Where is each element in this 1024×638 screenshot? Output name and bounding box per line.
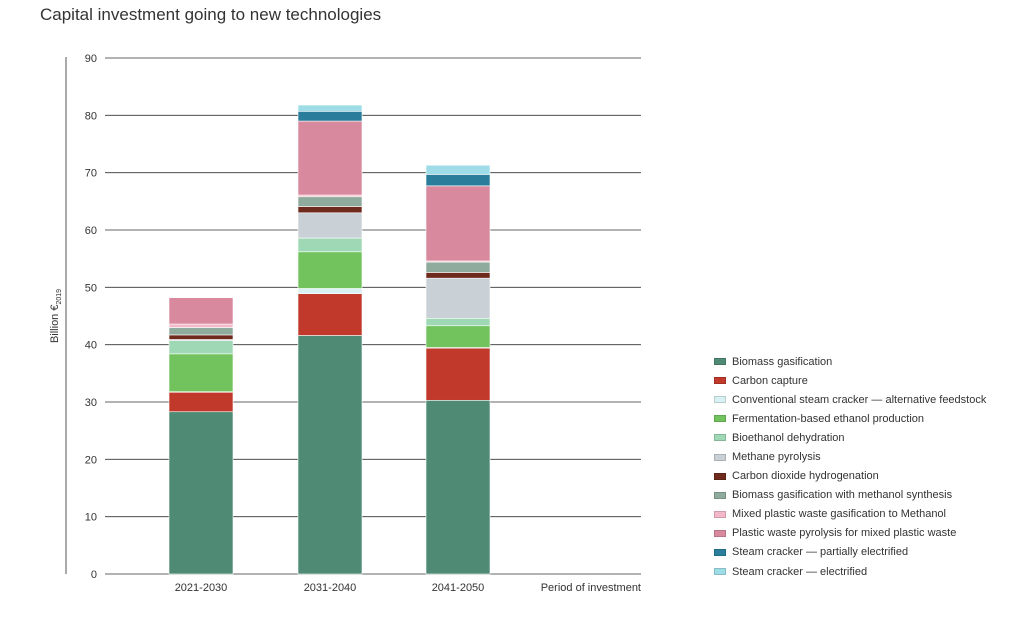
bar-segment-2041-2050-4 xyxy=(425,317,491,327)
y-tick-label: 20 xyxy=(85,454,97,466)
x-tick-label: 2041-2050 xyxy=(432,582,485,594)
bar-segment-2021-2030-8 xyxy=(168,323,234,328)
legend-label: Carbon capture xyxy=(732,374,808,387)
legend-label: Fermentation-based ethanol production xyxy=(732,412,925,425)
x-axis-label: Period of investment xyxy=(541,582,641,594)
legend-swatch xyxy=(714,415,726,423)
legend-swatch xyxy=(714,491,726,499)
legend-label: Steam cracker — partially electrified xyxy=(732,546,909,559)
legend-label: Biomass gasification with methanol synth… xyxy=(732,489,953,502)
legend-label: Bioethanol dehydration xyxy=(732,431,845,444)
bar-segment-2031-2040-1 xyxy=(297,293,363,336)
bar-segment-2031-2040-2 xyxy=(297,288,363,294)
legend-swatch xyxy=(714,453,726,461)
x-tick-label: 2031-2040 xyxy=(304,582,357,594)
y-tick-label: 40 xyxy=(85,340,97,352)
bar-segment-2031-2040-7 xyxy=(297,196,363,207)
bar-segment-2031-2040-6 xyxy=(297,206,363,214)
bar-segment-2041-2050-1 xyxy=(425,347,491,401)
legend-item: Mixed plastic waste gasification to Meth… xyxy=(714,505,986,524)
legend-swatch xyxy=(714,396,726,404)
legend-label: Conventional steam cracker — alternative… xyxy=(732,393,987,406)
bar-segment-2021-2030-4 xyxy=(168,340,234,355)
legend-label: Mixed plastic waste gasification to Meth… xyxy=(732,508,946,521)
bar-segment-2041-2050-9 xyxy=(425,185,491,262)
legend-item: Biomass gasification with methanol synth… xyxy=(714,486,986,505)
y-tick-label: 90 xyxy=(85,53,97,65)
legend-label: Carbon dioxide hydrogenation xyxy=(732,470,879,483)
bar-segment-2021-2030-9 xyxy=(168,297,234,325)
legend-swatch xyxy=(714,358,726,366)
y-tick-label: 30 xyxy=(85,397,97,409)
gridlines xyxy=(105,57,641,575)
bar-segment-2021-2030-0 xyxy=(168,411,234,575)
bar-segment-2041-2050-6 xyxy=(425,272,491,279)
bar-segment-2031-2040-9 xyxy=(297,120,363,196)
bar-segment-2021-2030-6 xyxy=(168,334,234,340)
x-tick-labels: 2021-2030 2031-2040 2041-2050 xyxy=(175,582,485,594)
legend-swatch xyxy=(714,377,726,385)
legend-swatch xyxy=(714,568,726,576)
chart-title: Capital investment going to new technolo… xyxy=(40,5,382,24)
y-tick-label: 70 xyxy=(85,168,97,180)
legend-swatch xyxy=(714,529,726,537)
bar-segment-2031-2040-0 xyxy=(297,335,363,575)
legend-item: Steam cracker — electrified xyxy=(714,562,986,581)
legend-label: Steam cracker — electrified xyxy=(732,565,868,578)
bar-segment-2031-2040-10 xyxy=(297,111,363,122)
y-tick-label: 60 xyxy=(85,225,97,237)
bar-segment-2031-2040-3 xyxy=(297,251,363,289)
bar-segment-2041-2050-0 xyxy=(425,399,491,575)
legend-swatch xyxy=(714,548,726,556)
bar-segments xyxy=(168,104,491,575)
legend-label: Biomass gasification xyxy=(732,355,833,368)
bar-segment-2021-2030-1 xyxy=(168,391,234,413)
legend-item: Plastic waste pyrolysis for mixed plasti… xyxy=(714,524,986,543)
y-axis-label: Billion €2019 xyxy=(49,289,63,343)
legend-swatch xyxy=(714,510,726,518)
bar-segment-2041-2050-3 xyxy=(425,325,491,348)
bar-segment-2041-2050-11 xyxy=(425,164,491,175)
y-tick-label: 50 xyxy=(85,282,97,294)
y-tick-label: 80 xyxy=(85,110,97,122)
x-tick-label: 2021-2030 xyxy=(175,582,228,594)
bar-segment-2041-2050-7 xyxy=(425,261,491,273)
legend-swatch xyxy=(714,434,726,442)
y-tick-label: 10 xyxy=(85,512,97,524)
legend-label: Plastic waste pyrolysis for mixed plasti… xyxy=(732,527,957,540)
legend-item: Carbon capture xyxy=(714,371,986,390)
bar-segment-2031-2040-5 xyxy=(297,212,363,239)
legend-item: Carbon dioxide hydrogenation xyxy=(714,467,986,486)
legend-swatch xyxy=(714,472,726,480)
legend-item: Bioethanol dehydration xyxy=(714,428,986,447)
bar-segment-2021-2030-7 xyxy=(168,327,234,336)
legend-item: Biomass gasification xyxy=(714,352,986,371)
bar-segment-2021-2030-3 xyxy=(168,353,234,392)
y-tick-label: 0 xyxy=(91,569,97,581)
bar-segment-2041-2050-5 xyxy=(425,277,491,319)
bar-segment-2041-2050-10 xyxy=(425,174,491,187)
legend-item: Methane pyrolysis xyxy=(714,447,986,466)
bar-segment-2031-2040-11 xyxy=(297,104,363,112)
legend: Biomass gasification Carbon capture Conven… xyxy=(714,352,986,581)
legend-item: Fermentation-based ethanol production xyxy=(714,409,986,428)
legend-item: Conventional steam cracker — alternative… xyxy=(714,390,986,409)
bar-segment-2031-2040-4 xyxy=(297,237,363,253)
y-tick-labels: 0 10 20 30 40 50 60 70 80 90 xyxy=(85,53,97,581)
legend-item: Steam cracker — partially electrified xyxy=(714,543,986,562)
legend-label: Methane pyrolysis xyxy=(732,451,821,464)
